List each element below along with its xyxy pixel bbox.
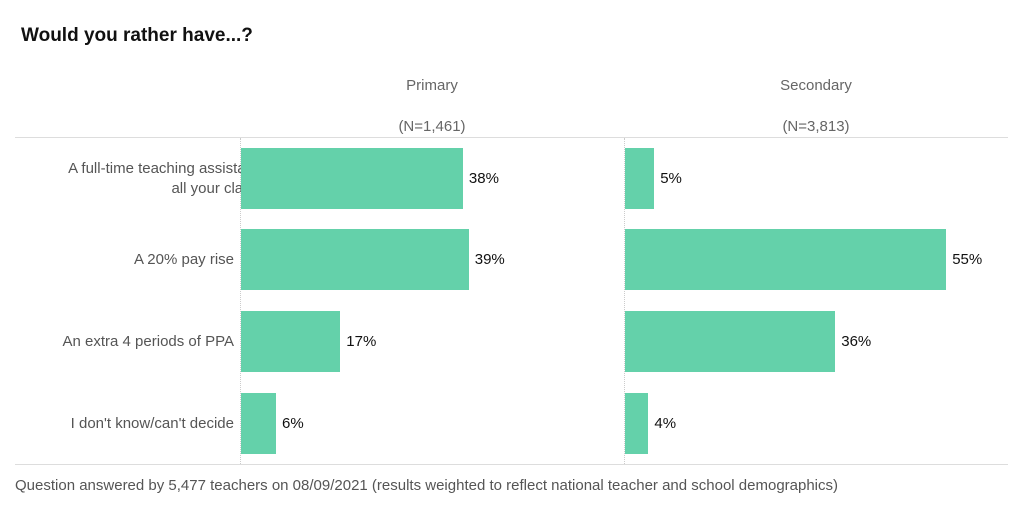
bar-primary xyxy=(241,229,469,290)
data-label: 17% xyxy=(346,333,377,350)
panel-n-primary: (N=1,461) xyxy=(398,118,466,135)
bar-secondary xyxy=(625,311,836,372)
bar-primary xyxy=(241,148,463,209)
panel-title-primary: Primary xyxy=(406,77,458,94)
data-label: 4% xyxy=(654,415,677,432)
chart-title: Would you rather have...? xyxy=(21,25,253,46)
category-label: A full-time teaching assistant in all yo… xyxy=(68,159,274,197)
bar-secondary xyxy=(625,148,655,209)
panel-n-secondary: (N=3,813) xyxy=(782,118,850,135)
data-label: 55% xyxy=(952,251,983,268)
bar-primary xyxy=(241,311,341,372)
data-label: 6% xyxy=(282,415,304,432)
category-label: A 20% pay rise xyxy=(133,250,234,268)
bar-secondary xyxy=(625,393,649,454)
axis-line-secondary xyxy=(624,138,625,464)
data-label: 38% xyxy=(468,170,499,187)
bar-secondary xyxy=(625,229,947,290)
data-label: 5% xyxy=(660,170,682,187)
category-label: An extra 4 periods of PPA xyxy=(62,332,234,350)
data-label: 39% xyxy=(474,251,505,268)
bottom-divider xyxy=(15,464,1008,465)
category-label: I don't know/can't decide xyxy=(70,414,234,432)
axis-line-primary xyxy=(240,138,241,464)
bar-primary xyxy=(241,393,277,454)
panel-title-secondary: Secondary xyxy=(780,77,852,94)
header-divider xyxy=(15,137,1008,138)
footer-note: Question answered by 5,477 teachers on 0… xyxy=(15,477,839,494)
data-label: 36% xyxy=(841,333,872,350)
